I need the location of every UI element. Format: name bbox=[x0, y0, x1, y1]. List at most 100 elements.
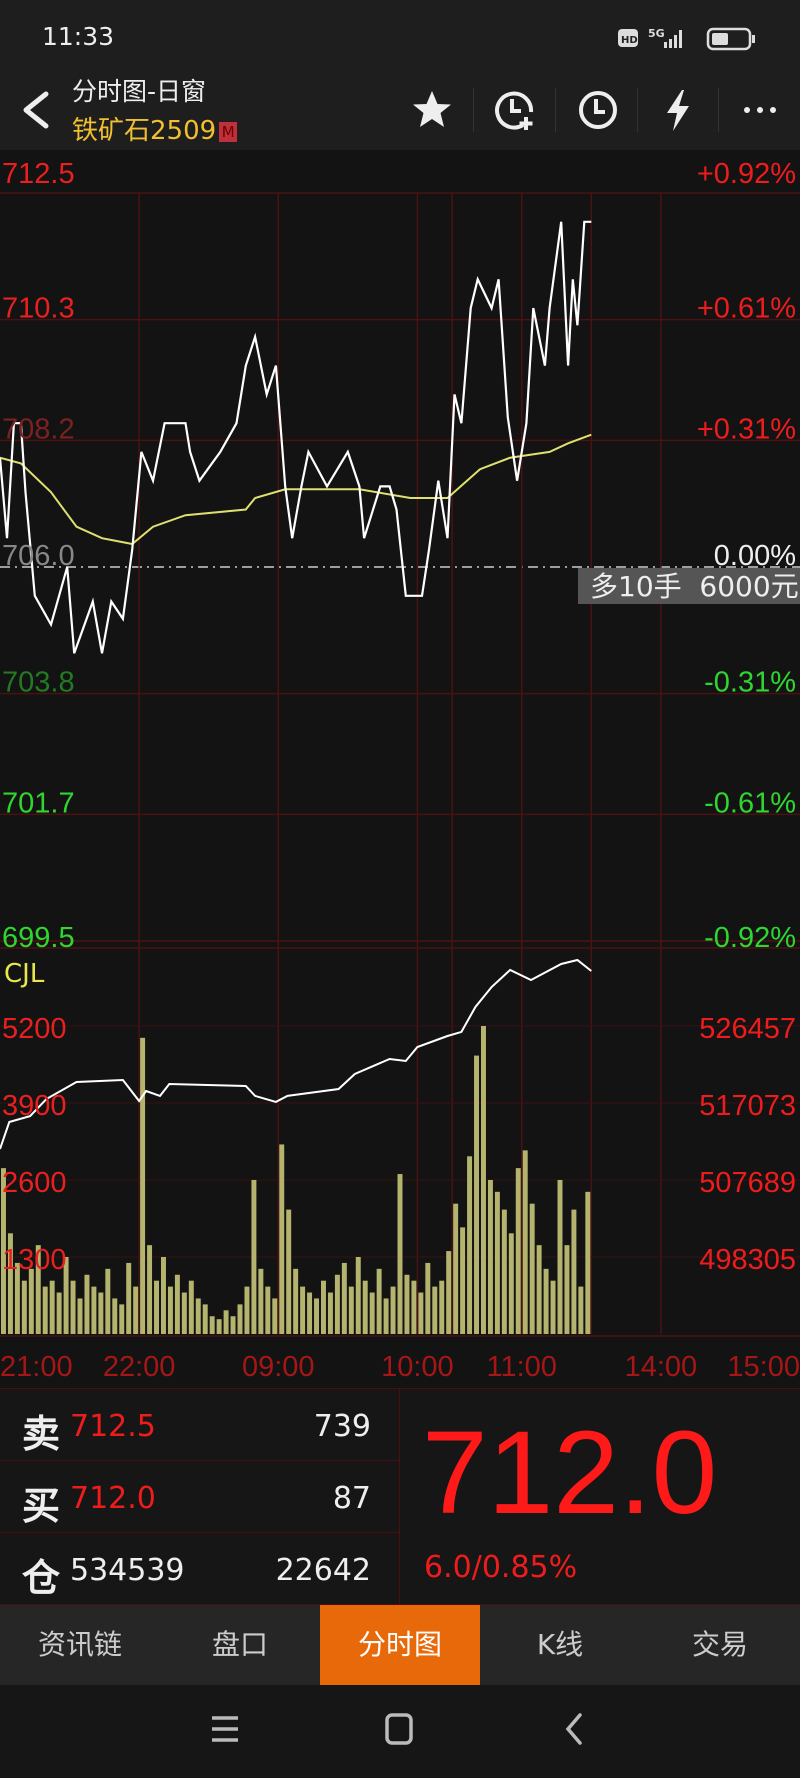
clock: 11:33 bbox=[42, 22, 115, 51]
page-title: 分时图-日窗 bbox=[72, 77, 207, 106]
volume-bar bbox=[376, 1268, 382, 1334]
last-price: 712.0 bbox=[422, 1407, 718, 1539]
volume-bar bbox=[355, 1256, 361, 1334]
symbol-name: 铁矿石2509 M bbox=[72, 110, 238, 147]
volume-bar bbox=[140, 1037, 146, 1334]
volume-bar bbox=[49, 1280, 55, 1334]
divider bbox=[555, 88, 556, 132]
volume-bar bbox=[536, 1245, 542, 1334]
divider bbox=[637, 88, 638, 132]
volume-bar bbox=[571, 1209, 577, 1334]
more-icon[interactable] bbox=[735, 85, 785, 135]
volume-bar bbox=[181, 1292, 187, 1334]
volume-bar bbox=[481, 1025, 486, 1334]
volume-bar bbox=[272, 1298, 278, 1334]
volume-bar bbox=[63, 1256, 69, 1334]
price-tick-label: 708.2 bbox=[2, 413, 75, 445]
open-interest-tick-label: 517073 bbox=[699, 1090, 796, 1122]
battery-icon bbox=[706, 27, 755, 51]
volume-bar bbox=[369, 1292, 375, 1334]
home-icon[interactable] bbox=[384, 1712, 414, 1746]
intraday-chart[interactable]: 712.5 +0.92% 710.3 +0.61% 708.2 +0.31% 706.0 0.… bbox=[0, 150, 800, 1388]
volume-bar bbox=[28, 1268, 34, 1334]
bid-row[interactable]: 买 712.0 87 bbox=[0, 1461, 400, 1533]
price-tick-label: 706.0 bbox=[2, 540, 75, 572]
volume-bar bbox=[216, 1319, 222, 1334]
tab-intraday[interactable]: 分时图 bbox=[320, 1605, 480, 1685]
volume-bar bbox=[195, 1298, 201, 1334]
volume-label: CJL bbox=[4, 959, 45, 989]
volume-bar bbox=[105, 1268, 111, 1334]
price-tick-label: 712.5 bbox=[2, 158, 75, 190]
volume-bar bbox=[154, 1280, 159, 1334]
back-icon[interactable] bbox=[18, 90, 54, 130]
volume-bar bbox=[133, 1286, 139, 1334]
open-interest-tick-label: 498305 bbox=[699, 1244, 796, 1276]
volume-bar bbox=[501, 1209, 507, 1334]
open-interest-row: 仓 534539 22642 bbox=[0, 1533, 400, 1605]
volume-bar bbox=[557, 1179, 563, 1334]
bolt-icon[interactable] bbox=[653, 85, 703, 135]
volume-bar bbox=[230, 1316, 236, 1334]
volume-bar bbox=[522, 1150, 528, 1334]
volume-bar bbox=[425, 1262, 431, 1334]
volume-bar bbox=[334, 1274, 340, 1334]
clock-icon[interactable] bbox=[573, 85, 623, 135]
volume-bar bbox=[432, 1286, 438, 1334]
volume-bars bbox=[1, 1025, 591, 1334]
volume-bar bbox=[293, 1268, 299, 1334]
volume-bar bbox=[390, 1286, 396, 1334]
menu-icon[interactable] bbox=[210, 1713, 240, 1745]
tab-order-book[interactable]: 盘口 bbox=[211, 1628, 268, 1661]
clock-plus-icon[interactable] bbox=[490, 85, 540, 135]
volume-bar bbox=[585, 1191, 591, 1334]
oi-value: 534539 bbox=[70, 1553, 185, 1588]
volume-bar bbox=[515, 1168, 521, 1334]
volume-bar bbox=[439, 1280, 445, 1334]
percent-tick-label: +0.31% bbox=[697, 413, 796, 445]
price-tick-label: 701.7 bbox=[2, 787, 75, 819]
quote-panel: 卖 712.5 739 买 712.0 87 仓 534539 22642 bbox=[0, 1388, 800, 1605]
volume-bar bbox=[550, 1280, 556, 1334]
volume-bar bbox=[237, 1304, 243, 1334]
5g-signal-icon: 5G bbox=[648, 27, 682, 48]
order-marker[interactable]: 多10手 6000元 bbox=[578, 568, 800, 604]
tab-trade[interactable]: 交易 bbox=[691, 1628, 748, 1661]
volume-bar bbox=[91, 1286, 97, 1334]
time-tick-label: 14:00 bbox=[625, 1351, 698, 1383]
volume-bar bbox=[418, 1292, 424, 1334]
volume-bar bbox=[383, 1298, 389, 1334]
time-tick-label: 22:00 bbox=[103, 1351, 176, 1383]
volume-bar bbox=[314, 1298, 319, 1334]
volume-bar bbox=[404, 1274, 410, 1334]
volume-bar bbox=[460, 1227, 466, 1334]
percent-tick-label: -0.61% bbox=[704, 787, 796, 819]
volume-bar bbox=[223, 1310, 229, 1334]
time-tick-label: 15:00 bbox=[727, 1351, 800, 1383]
oi-label: 仓 bbox=[22, 1556, 61, 1600]
percent-tick-label: -0.92% bbox=[704, 922, 796, 954]
time-tick-label: 10:00 bbox=[381, 1351, 454, 1383]
volume-bar bbox=[119, 1304, 125, 1334]
volume-bar bbox=[348, 1286, 354, 1334]
price-tick-label: 699.5 bbox=[2, 922, 75, 954]
system-nav-bar bbox=[0, 1685, 800, 1778]
volume-bar bbox=[42, 1286, 48, 1334]
volume-tick-label: 2600 bbox=[2, 1167, 67, 1199]
percent-tick-label: -0.31% bbox=[704, 667, 796, 699]
back-icon[interactable] bbox=[562, 1712, 586, 1746]
price-tick-label: 710.3 bbox=[2, 293, 75, 325]
star-icon[interactable] bbox=[407, 85, 457, 135]
tab-kline[interactable]: K线 bbox=[536, 1628, 584, 1661]
volume-bar bbox=[307, 1292, 313, 1334]
volume-bar bbox=[188, 1280, 194, 1334]
volume-bar bbox=[258, 1268, 264, 1334]
ask-row[interactable]: 卖 712.5 739 bbox=[0, 1389, 400, 1461]
volume-bar bbox=[98, 1292, 104, 1334]
ask-label: 卖 bbox=[22, 1412, 61, 1456]
volume-bar bbox=[362, 1280, 368, 1334]
hd-icon: HD bbox=[618, 29, 638, 47]
tab-news-chain[interactable]: 资讯链 bbox=[37, 1628, 122, 1661]
volume-bar bbox=[411, 1280, 417, 1334]
volume-bar bbox=[327, 1292, 333, 1334]
